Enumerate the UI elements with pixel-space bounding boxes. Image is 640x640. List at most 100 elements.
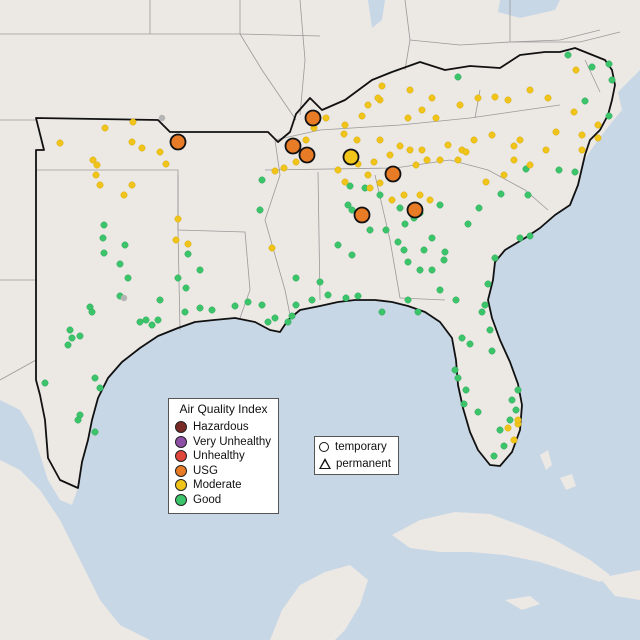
monitor-moderate[interactable] [302, 136, 310, 144]
monitor-moderate[interactable] [271, 167, 279, 175]
monitor-moderate[interactable] [488, 131, 496, 139]
monitor-good[interactable] [404, 296, 412, 304]
monitor-good[interactable] [96, 384, 104, 392]
monitor-good[interactable] [258, 176, 266, 184]
monitor-good[interactable] [76, 332, 84, 340]
monitor-good[interactable] [244, 298, 252, 306]
monitor-good[interactable] [184, 250, 192, 258]
monitor-good[interactable] [512, 406, 520, 414]
monitor-moderate[interactable] [96, 181, 104, 189]
monitor-moderate[interactable] [510, 142, 518, 150]
monitor-good[interactable] [605, 112, 613, 120]
monitor-moderate[interactable] [500, 171, 508, 179]
monitor-good[interactable] [308, 296, 316, 304]
monitor-good[interactable] [506, 416, 514, 424]
monitor-good[interactable] [264, 318, 272, 326]
monitor-good[interactable] [497, 190, 505, 198]
monitor-usg[interactable] [298, 146, 316, 164]
monitor-good[interactable] [491, 254, 499, 262]
monitor-moderate[interactable] [474, 94, 482, 102]
monitor-good[interactable] [100, 249, 108, 257]
monitor-good[interactable] [414, 308, 422, 316]
monitor-moderate[interactable] [428, 94, 436, 102]
monitor-good[interactable] [441, 248, 449, 256]
monitor-moderate[interactable] [570, 108, 578, 116]
monitor-moderate[interactable] [56, 139, 64, 147]
monitor-good[interactable] [436, 201, 444, 209]
monitor-moderate[interactable] [280, 164, 288, 172]
monitor-good[interactable] [378, 308, 386, 316]
monitor-moderate[interactable] [376, 136, 384, 144]
monitor-moderate[interactable] [89, 156, 97, 164]
monitor-good[interactable] [136, 318, 144, 326]
monitor-moderate[interactable] [184, 240, 192, 248]
monitor-good[interactable] [346, 182, 354, 190]
monitor-moderate[interactable] [578, 146, 586, 154]
monitor-good[interactable] [464, 220, 472, 228]
monitor-moderate[interactable] [432, 114, 440, 122]
monitor-good[interactable] [68, 334, 76, 342]
monitor-good[interactable] [475, 204, 483, 212]
monitor-good[interactable] [451, 366, 459, 374]
monitor-good[interactable] [394, 238, 402, 246]
monitor-good[interactable] [420, 246, 428, 254]
monitor-moderate[interactable] [268, 244, 276, 252]
monitor-good[interactable] [488, 347, 496, 355]
monitor-good[interactable] [91, 428, 99, 436]
monitor-moderate[interactable] [406, 146, 414, 154]
monitor-moderate[interactable] [334, 166, 342, 174]
monitor-moderate[interactable] [374, 94, 382, 102]
monitor-moderate[interactable] [470, 136, 478, 144]
monitor-moderate[interactable] [396, 142, 404, 150]
monitor-good[interactable] [454, 374, 462, 382]
monitor-good[interactable] [66, 326, 74, 334]
monitor-usg[interactable] [304, 109, 322, 127]
monitor-moderate[interactable] [510, 156, 518, 164]
monitor-moderate[interactable] [364, 171, 372, 179]
monitor-good[interactable] [292, 274, 300, 282]
monitor-moderate[interactable] [322, 114, 330, 122]
monitor-good[interactable] [382, 226, 390, 234]
monitor-moderate[interactable] [341, 121, 349, 129]
monitor-moderate[interactable] [514, 416, 522, 424]
monitor-good[interactable] [256, 206, 264, 214]
monitor-no-data[interactable] [158, 114, 166, 122]
monitor-moderate[interactable] [404, 114, 412, 122]
monitor-good[interactable] [91, 374, 99, 382]
monitor-moderate[interactable] [504, 96, 512, 104]
monitor-moderate[interactable] [376, 179, 384, 187]
monitor-moderate[interactable] [454, 156, 462, 164]
monitor-good[interactable] [142, 316, 150, 324]
monitor-moderate-highlighted[interactable] [342, 148, 360, 166]
monitor-good[interactable] [348, 206, 356, 214]
monitor-moderate[interactable] [128, 181, 136, 189]
monitor-good[interactable] [288, 312, 296, 320]
monitor-good[interactable] [428, 234, 436, 242]
monitor-moderate[interactable] [353, 136, 361, 144]
monitor-moderate[interactable] [456, 101, 464, 109]
monitor-good[interactable] [396, 204, 404, 212]
monitor-moderate[interactable] [412, 161, 420, 169]
monitor-good[interactable] [196, 304, 204, 312]
monitor-good[interactable] [436, 286, 444, 294]
monitor-moderate[interactable] [418, 106, 426, 114]
monitor-good[interactable] [148, 321, 156, 329]
monitor-good[interactable] [354, 292, 362, 300]
monitor-good[interactable] [481, 301, 489, 309]
monitor-moderate[interactable] [292, 158, 300, 166]
monitor-good[interactable] [581, 97, 589, 105]
monitor-moderate[interactable] [92, 171, 100, 179]
monitor-moderate[interactable] [436, 156, 444, 164]
monitor-good[interactable] [605, 60, 613, 68]
monitor-good[interactable] [571, 168, 579, 176]
monitor-good[interactable] [181, 308, 189, 316]
monitor-good[interactable] [555, 166, 563, 174]
monitor-moderate[interactable] [423, 156, 431, 164]
monitor-good[interactable] [404, 258, 412, 266]
monitor-good[interactable] [588, 63, 596, 71]
monitor-good[interactable] [478, 308, 486, 316]
monitor-good[interactable] [376, 191, 384, 199]
monitor-good[interactable] [174, 274, 182, 282]
monitor-good[interactable] [64, 341, 72, 349]
monitor-good[interactable] [154, 316, 162, 324]
